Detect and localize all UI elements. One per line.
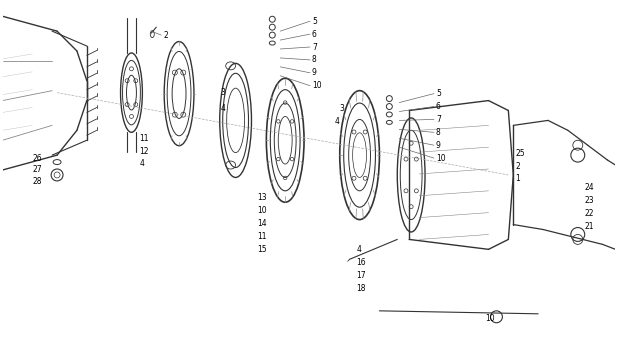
Text: 3: 3 [221,88,226,97]
Text: 16: 16 [357,258,366,267]
Text: 2: 2 [163,31,168,40]
Text: 12: 12 [140,147,149,156]
Text: 5: 5 [436,89,441,98]
Text: 4: 4 [357,245,362,254]
Text: 17: 17 [357,271,366,279]
Text: 14: 14 [258,219,267,228]
Text: 9: 9 [312,68,317,77]
Text: 9: 9 [436,141,441,150]
Text: 28: 28 [32,177,42,186]
Text: 22: 22 [585,209,595,218]
Text: 21: 21 [585,222,595,231]
Text: 13: 13 [258,193,267,202]
Text: 15: 15 [258,245,267,254]
Text: 23: 23 [585,196,595,205]
Text: 10: 10 [436,154,446,163]
Text: 25: 25 [515,149,525,158]
Text: 7: 7 [312,42,317,52]
Text: 4: 4 [140,158,144,168]
Text: 4: 4 [221,104,226,113]
Text: 27: 27 [32,166,42,174]
Text: 3: 3 [340,104,345,113]
Text: 10: 10 [312,81,321,90]
Text: 7: 7 [436,115,441,124]
Text: 6: 6 [312,30,317,39]
Text: 24: 24 [585,183,595,192]
Text: 6: 6 [436,102,441,111]
Text: 26: 26 [32,154,42,163]
Text: 1: 1 [515,174,520,183]
Text: 10: 10 [486,314,495,323]
Text: 10: 10 [258,206,267,215]
Text: 4: 4 [335,117,340,126]
Text: 8: 8 [312,55,317,64]
Text: 8: 8 [436,128,441,137]
Text: 18: 18 [357,284,366,292]
Text: 11: 11 [258,232,267,241]
Text: 2: 2 [515,162,520,171]
Text: 5: 5 [312,17,317,26]
Text: 11: 11 [140,134,149,143]
